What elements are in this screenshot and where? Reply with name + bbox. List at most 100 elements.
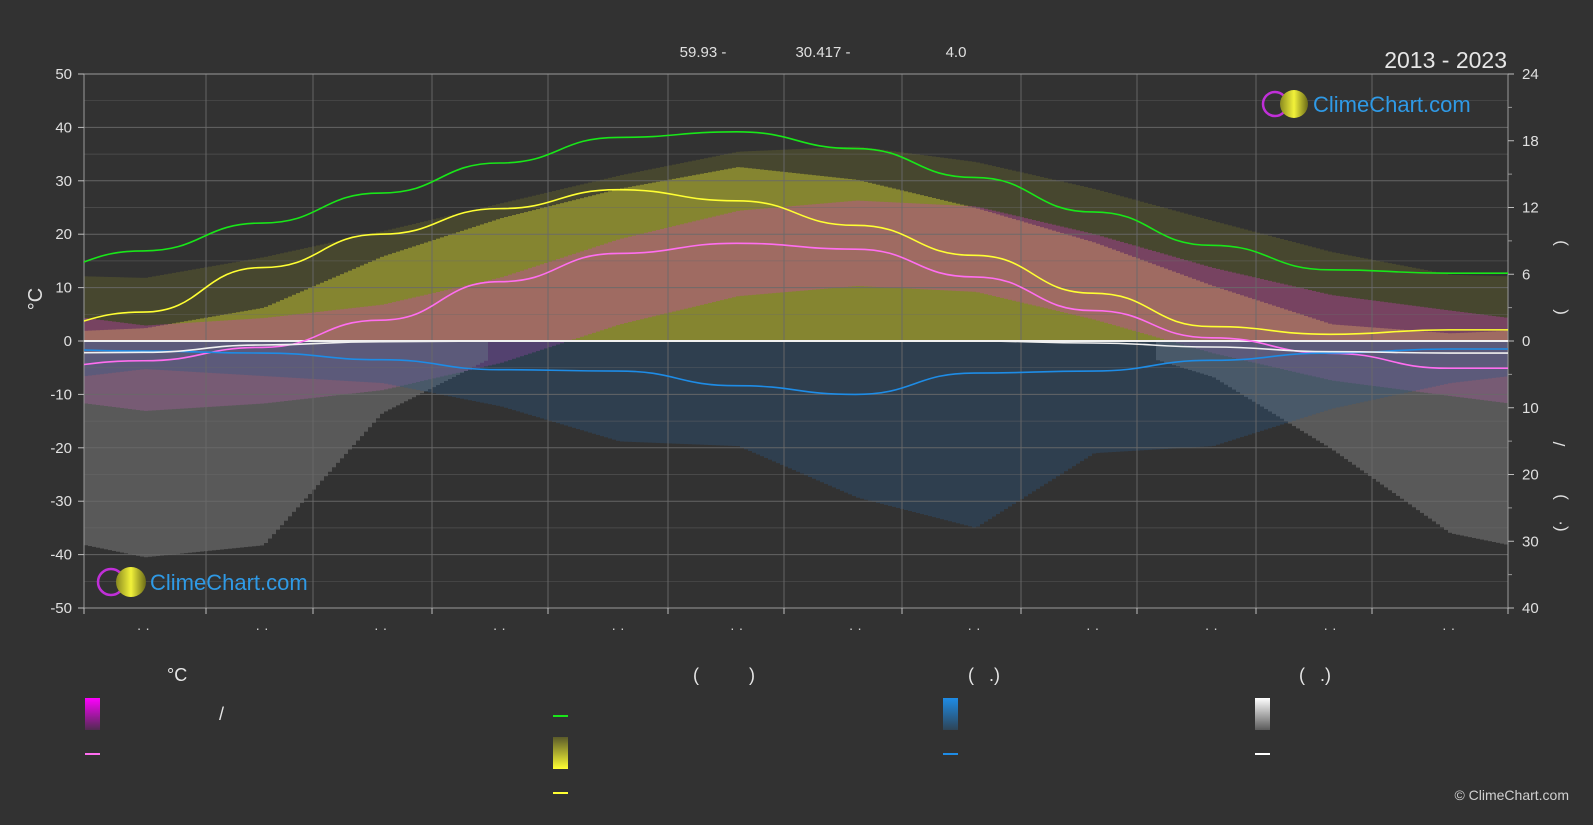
daylight-band [128, 277, 132, 341]
rain-band [640, 341, 644, 443]
rain-band [1336, 341, 1340, 408]
sunshine-band [496, 219, 500, 341]
snow-band [124, 341, 128, 554]
rain-band [1500, 341, 1504, 377]
temp-band [324, 311, 328, 397]
rain-band [228, 341, 232, 375]
temp-band [1172, 256, 1176, 343]
snow-band [1252, 341, 1256, 402]
rain-band [368, 341, 372, 383]
daylight-band [1332, 252, 1336, 341]
rain-band [424, 341, 428, 392]
y-right-bottom-tick-label: 30 [1522, 533, 1539, 550]
snow-band [232, 341, 236, 549]
sunshine-band [1032, 224, 1036, 341]
daylight-band [112, 277, 116, 341]
snow-band [192, 341, 196, 553]
daylight-band [1272, 236, 1276, 341]
rain-band [308, 341, 312, 379]
temp-band [1496, 316, 1500, 402]
sunshine-band [1384, 328, 1388, 341]
temp-band [564, 256, 568, 342]
daylight-band [1504, 276, 1508, 341]
sunshine-band [1412, 330, 1416, 341]
sunshine-band [952, 202, 956, 341]
temp-band [396, 301, 400, 387]
sunshine-band [128, 328, 132, 341]
sunshine-band [184, 321, 188, 341]
rain-band [1236, 341, 1240, 439]
snow-band [212, 341, 216, 551]
daylight-band [1200, 217, 1204, 341]
rain-band [516, 341, 520, 412]
snow-band [288, 341, 292, 517]
rain-band [288, 341, 292, 378]
temp-band [1136, 246, 1140, 332]
rain-band [784, 341, 788, 467]
rain-band [272, 341, 276, 377]
rain-band [372, 341, 376, 383]
logo-top-right: ClimeChart.com [1261, 90, 1471, 118]
rain-band [1280, 341, 1284, 425]
rain-band [1296, 341, 1300, 420]
x-tick-label: · · [1442, 620, 1455, 636]
sunshine-band [1248, 297, 1252, 341]
snow-band [420, 341, 424, 394]
rain-band [580, 341, 584, 431]
sunshine-band [400, 250, 404, 341]
snow-band [1248, 341, 1252, 400]
sunshine-band [708, 172, 712, 341]
sunshine-band [808, 174, 812, 341]
temp-band [1404, 304, 1408, 391]
sunshine-band [1460, 332, 1464, 341]
snow-band [1396, 341, 1400, 496]
rain-band [636, 341, 640, 443]
temp-band [1244, 275, 1248, 361]
rain-band [300, 341, 304, 379]
temp-band [980, 207, 984, 294]
snow-band [328, 341, 332, 472]
temp-band [440, 291, 444, 377]
snow-band [1300, 341, 1304, 431]
sunshine-band [756, 169, 760, 341]
rain-band [1424, 341, 1428, 389]
sunshine-band [920, 195, 924, 341]
rain-band [1248, 341, 1252, 435]
temp-band [668, 227, 672, 313]
temp-band [688, 222, 692, 308]
rain-band [1108, 341, 1112, 453]
temp-band [864, 200, 868, 287]
sunshine-band [1424, 331, 1428, 341]
sunshine-band [1092, 242, 1096, 341]
snow-band [1304, 341, 1308, 434]
snow-band [404, 341, 408, 402]
temp-band [752, 209, 756, 295]
snow-band [296, 341, 300, 508]
rain-band [1364, 341, 1368, 402]
rain-band [1096, 341, 1100, 453]
rain-band [980, 341, 984, 525]
temp-band [380, 304, 384, 391]
sunshine-band [528, 211, 532, 341]
temp-band [104, 320, 108, 406]
sunshine-band [688, 175, 692, 341]
rain-band [164, 341, 168, 371]
sunshine-band [368, 262, 372, 341]
rain-band [1208, 341, 1212, 447]
rain-band [328, 341, 332, 380]
sunshine-band [88, 330, 92, 341]
daylight-band [1328, 251, 1332, 341]
rain-band [796, 341, 800, 472]
rain-band [816, 341, 820, 481]
rain-band [1156, 341, 1160, 450]
rain-band [964, 341, 968, 526]
rain-band [708, 341, 712, 446]
rain-band [1284, 341, 1288, 424]
temp-band [816, 203, 820, 290]
temp-band [836, 202, 840, 288]
rain-band [236, 341, 240, 375]
snow-band [1196, 341, 1200, 373]
rain-band [1160, 341, 1164, 450]
snow-band [340, 341, 344, 459]
snow-band [440, 341, 444, 384]
